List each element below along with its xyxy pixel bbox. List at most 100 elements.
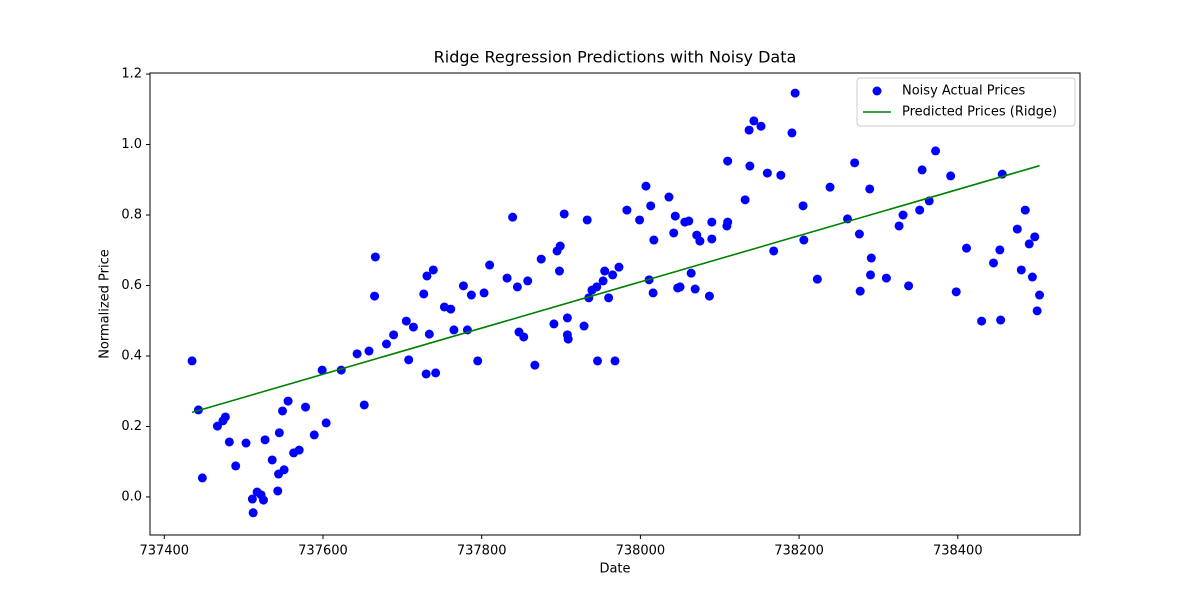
scatter-point [247,494,257,504]
scatter-point [641,181,651,191]
scatter-point [187,356,197,366]
scatter-point [608,270,618,280]
scatter-point [854,229,864,239]
scatter-point [364,346,374,356]
scatter-point [370,291,380,301]
scatter-point [563,334,573,344]
scatter-point [686,268,696,278]
scatter-point [508,212,518,222]
scatter-point [555,241,565,251]
scatter-point [635,215,645,225]
scatter-point [549,319,559,329]
scatter-point [359,400,369,410]
x-tick-label: 738000 [616,544,666,559]
scatter-point [404,355,414,365]
scatter-point [523,276,533,286]
y-tick-label: 0.0 [121,489,142,504]
scatter-point [898,210,908,220]
y-tick-label: 1.0 [121,137,142,152]
scatter-point [881,273,891,283]
scatter-point [449,325,459,335]
scatter-point [231,461,241,471]
scatter-point [690,284,700,294]
scatter-point [419,289,429,299]
scatter-point [466,290,476,300]
scatter-point [649,235,659,245]
scatter-point [977,316,987,326]
scatter-point [1020,205,1030,215]
scatter-point [946,171,956,181]
scatter-point [744,125,754,135]
scatter-point [458,281,468,291]
scatter-point [1012,224,1022,234]
scatter-point [389,330,399,340]
scatter-point [278,406,288,416]
legend-label: Predicted Prices (Ridge) [902,105,1057,120]
scatter-point [723,217,733,227]
scatter-point [989,258,999,268]
scatter-point [707,234,717,244]
line [191,164,1040,414]
scatter-point [370,252,380,262]
scatter-point [776,170,786,180]
scatter-point [220,412,230,422]
y-tick-label: 1.2 [121,67,142,82]
y-tick-label: 0.2 [121,419,142,434]
scatter-point [536,254,546,264]
scatter-point [695,236,705,246]
y-axis-label: Normalized Price [98,249,113,359]
scatter-point [790,88,800,98]
scatter-point [421,369,431,379]
scatter-point [562,313,572,323]
scatter-point [1027,272,1037,282]
scatter-point [1024,239,1034,249]
scatter-point [381,339,391,349]
scatter-point [600,266,610,276]
legend-box [856,77,1076,127]
scatter-point [670,211,680,221]
scatter-point [241,438,251,448]
scatter-point [915,205,925,215]
scatter-point [260,435,270,445]
scatter-point [762,168,772,178]
scatter-point [798,201,808,211]
scatter-point [745,161,755,171]
scatter-point [446,304,456,314]
scatter-point [279,465,289,475]
scatter-point [749,116,759,126]
scatter-point [1030,232,1040,242]
scatter-point [865,184,875,194]
scatter-point [684,216,694,226]
scatter-point [1032,306,1042,316]
scatter-point [669,228,679,238]
x-axis-label: Date [599,562,630,577]
x-tick-label: 737600 [298,544,348,559]
legend-label: Noisy Actual Prices [902,84,1025,99]
scatter-point [610,356,620,366]
scatter-point [294,445,304,455]
scatter-point [473,356,483,366]
scatter-point [931,146,941,156]
scatter-point [512,282,522,292]
scatter-point [408,322,418,332]
scatter-point [274,428,284,438]
scatter-point [283,396,293,406]
scatter-point [479,288,489,298]
scatter-point [559,209,569,219]
scatter-point [598,276,608,286]
scatter-point [519,332,529,342]
scatter-point [855,286,865,296]
scatter-point [799,235,809,245]
y-tick-label: 0.6 [121,278,142,293]
scatter-point [604,293,614,303]
scatter-point [502,273,512,283]
y-tick-label: 0.8 [121,208,142,223]
scatter-point [787,128,797,138]
scatter-point [646,201,656,211]
x-tick-label: 737800 [457,544,507,559]
scatter-point [1035,290,1045,300]
scatter-point [422,271,432,281]
scatter-point [401,316,411,326]
